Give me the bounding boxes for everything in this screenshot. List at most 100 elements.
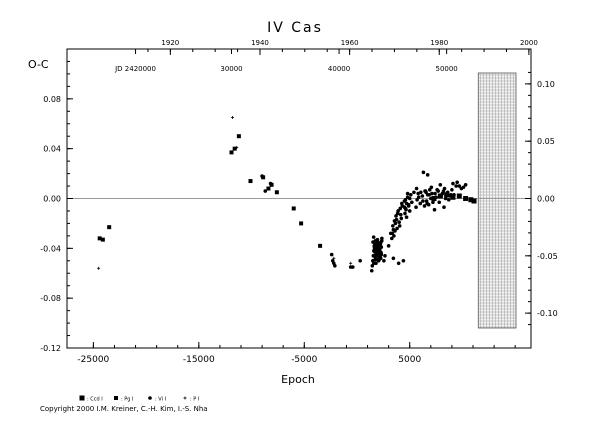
hatch-box xyxy=(477,72,517,329)
point-vi-i xyxy=(419,190,423,195)
point-pg-i xyxy=(318,243,323,248)
point-vi-i xyxy=(420,194,425,198)
point-vi-i xyxy=(416,195,421,200)
point-vi-i xyxy=(390,236,394,241)
point-ccd-i xyxy=(463,196,469,201)
point-pg-i xyxy=(229,150,234,155)
point-ccd-i xyxy=(468,197,474,203)
legend-item: : Ccd I xyxy=(79,395,103,403)
chart-title: IV Cas xyxy=(267,20,323,36)
point-vi-i xyxy=(358,258,362,263)
legend-label: : P I xyxy=(190,397,199,403)
legend-item: : P I xyxy=(183,396,199,403)
point-vi-i xyxy=(397,220,401,224)
point-ccd-i xyxy=(450,194,456,200)
point-vi-i xyxy=(401,258,406,263)
point-vi-i xyxy=(402,199,407,203)
point-vi-i xyxy=(386,244,391,248)
legend-item: : Pg I xyxy=(114,396,134,403)
point-pg-i xyxy=(97,236,102,241)
point-vi-i xyxy=(446,197,451,202)
legend-marker xyxy=(114,396,118,400)
point-vi-i xyxy=(442,205,446,210)
point-vi-i xyxy=(371,235,376,239)
jd-label: 50000 xyxy=(435,65,457,73)
copyright-note: Copyright 2000 I.M. Kreiner, C.-H. Kim, … xyxy=(40,405,208,413)
point-vi-i xyxy=(407,196,412,201)
point-vi-i xyxy=(403,211,407,216)
point-pg-i xyxy=(266,186,271,191)
y-left-tick-label: -0.12 xyxy=(40,344,61,353)
point-pg-i xyxy=(236,134,241,139)
y-right-tick-label: 0.05 xyxy=(537,137,555,146)
point-p-i xyxy=(235,145,239,149)
point-vi-i xyxy=(412,190,416,195)
point-vi-i xyxy=(414,186,419,191)
legend: : Ccd I : Pg I : Vi I : P I xyxy=(79,395,199,403)
point-vi-i xyxy=(390,231,395,236)
y-left-tick-label: 0.08 xyxy=(43,95,61,104)
point-vi-i xyxy=(391,224,395,228)
year-tick-label: 1940 xyxy=(251,39,269,47)
point-vi-i xyxy=(463,182,468,187)
point-pg-i xyxy=(107,225,112,230)
point-vi-i xyxy=(452,192,456,197)
point-vi-i xyxy=(404,215,409,219)
point-vi-i xyxy=(376,249,381,253)
point-vi-i xyxy=(454,184,458,188)
point-vi-i xyxy=(410,200,414,205)
point-vi-i xyxy=(263,189,268,193)
legend-item: : Vi I xyxy=(148,396,166,403)
point-p-i xyxy=(332,256,336,260)
point-vi-i xyxy=(395,226,399,231)
point-vi-i xyxy=(383,254,387,258)
point-vi-i xyxy=(375,245,380,249)
point-vi-i xyxy=(407,209,412,213)
year-tick-label: 1960 xyxy=(341,39,359,47)
point-vi-i xyxy=(396,261,401,266)
point-vi-i xyxy=(329,252,334,257)
point-vi-i xyxy=(403,206,408,211)
legend-label: : Pg I xyxy=(121,397,134,403)
y-left-tick-label: 0.04 xyxy=(43,145,61,154)
y-left-tick-label: 0.00 xyxy=(43,195,61,204)
point-pg-i xyxy=(291,206,296,211)
point-vi-i xyxy=(395,211,400,216)
jd-label: JD 2420000 xyxy=(114,65,156,73)
point-vi-i xyxy=(372,261,376,266)
point-vi-i xyxy=(398,212,403,217)
point-vi-i xyxy=(408,192,413,197)
point-vi-i xyxy=(405,191,410,196)
point-ccd-i xyxy=(471,198,477,204)
point-vi-i xyxy=(438,182,443,187)
point-vi-i xyxy=(425,173,430,177)
point-vi-i xyxy=(377,241,382,246)
legend-marker xyxy=(79,395,85,401)
point-vi-i xyxy=(421,199,425,203)
y-axis-label: O-C xyxy=(28,58,49,71)
point-vi-i xyxy=(374,254,379,258)
point-vi-i xyxy=(379,252,384,257)
axis-ticks: -25000 -15000 -5000 5000 0.08 0.04 0.00 -0.04 -0… xyxy=(40,39,557,365)
y-left-tick-label: -0.08 xyxy=(40,294,61,303)
point-vi-i xyxy=(373,242,377,247)
point-vi-i xyxy=(414,205,418,210)
future-region-hatch xyxy=(477,72,517,329)
point-vi-i xyxy=(437,200,442,205)
y-left-tick-label: -0.04 xyxy=(40,244,61,253)
y-right-tick-label: -0.05 xyxy=(537,252,558,261)
point-vi-i xyxy=(457,184,462,188)
point-vi-i xyxy=(404,201,409,206)
point-vi-i xyxy=(427,192,432,197)
point-vi-i xyxy=(445,190,450,195)
point-ccd-i xyxy=(456,193,462,199)
legend-label: : Vi I xyxy=(155,397,166,403)
point-vi-i xyxy=(442,186,447,191)
point-vi-i xyxy=(425,201,429,206)
point-vi-i xyxy=(373,239,378,243)
jd-label: 40000 xyxy=(328,65,350,73)
point-vi-i xyxy=(399,216,404,221)
y-right-tick-label: 0.10 xyxy=(537,80,555,89)
point-vi-i xyxy=(429,185,434,190)
